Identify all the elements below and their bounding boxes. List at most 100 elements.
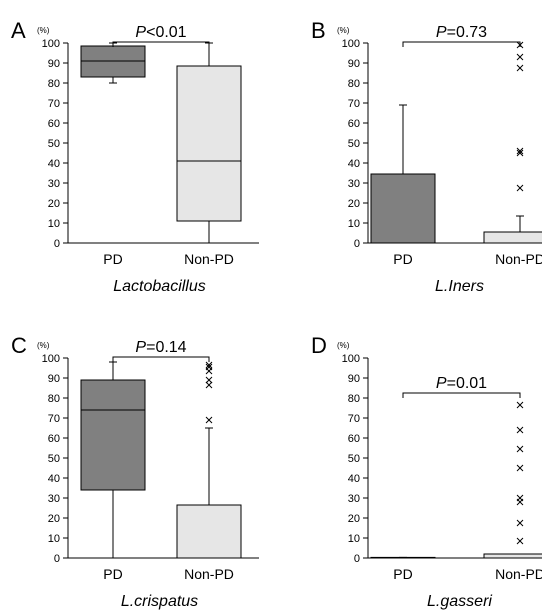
panel-letter: D [311,333,327,358]
y-tick-label: 40 [48,473,60,485]
outlier-marker [516,426,524,434]
y-tick-label: 100 [342,353,360,365]
outlier-marker [516,494,524,502]
x-category-label: Non-PD [184,566,234,582]
y-tick-label: 70 [348,413,360,425]
panel-title: L.Iners [435,278,484,295]
outlier-marker [205,381,213,389]
y-unit-label: (%) [337,26,350,35]
panel-title: L.gasseri [427,593,492,610]
significance-bracket [402,392,521,398]
y-tick-label: 50 [48,138,60,150]
iqr-box [176,65,242,222]
y-tick-label: 30 [48,178,60,190]
x-category-label: Non-PD [184,251,234,267]
box-pd [370,104,436,244]
y-tick-label: 40 [348,473,360,485]
outlier-marker [516,401,524,409]
p-value-label: P=0.01 [436,375,487,392]
outlier-marker [516,445,524,453]
y-tick-label: 0 [354,553,360,565]
y-tick-label: 10 [348,218,360,230]
y-tick-label: 100 [42,353,60,365]
y-unit-label: (%) [337,341,350,350]
y-tick-label: 40 [348,158,360,170]
panel-a: A (%) 0 10 20 30 40 50 60 70 80 90 100 PD Non-PD Lactob… [11,18,259,295]
box-pd [80,361,146,559]
y-tick-label: 80 [48,78,60,90]
x-category-label: PD [393,251,412,267]
box-non-pd [176,42,242,244]
panel-c: C (%) 0 10 20 30 40 50 60 70 80 90 100 PD Non-PD L.cris… [11,333,259,610]
iqr-box [80,379,146,491]
y-tick-label: 60 [48,433,60,445]
y-tick-label: 70 [48,413,60,425]
x-category-label: PD [103,566,122,582]
box-non-pd [176,361,242,559]
panel-letter: B [311,18,326,43]
iqr-box [370,173,436,244]
x-category-label: Non-PD [495,566,542,582]
y-tick-label: 90 [48,373,60,385]
y-tick-label: 30 [48,493,60,505]
outlier-marker [205,361,213,369]
significance-bracket [112,356,210,362]
y-tick-label: 90 [348,373,360,385]
outlier-marker [516,149,524,157]
y-tick-label: 0 [54,553,60,565]
y-unit-label: (%) [37,26,50,35]
y-tick-label: 20 [348,513,360,525]
outlier-marker [516,147,524,155]
y-tick-label: 80 [48,393,60,405]
y-tick-label: 60 [348,118,360,130]
p-value-label: P<0.01 [135,24,186,41]
panel-letter: C [11,333,27,358]
y-tick-label: 60 [348,433,360,445]
y-tick-label: 70 [348,98,360,110]
y-tick-label: 0 [354,238,360,250]
y-tick-label: 100 [42,38,60,50]
y-tick-label: 90 [348,58,360,70]
y-tick-label: 70 [48,98,60,110]
y-tick-label: 10 [48,533,60,545]
box-non-pd [483,401,542,559]
box-pd [370,556,436,559]
y-tick-label: 60 [48,118,60,130]
panel-b: B (%) 0 10 20 30 40 50 60 70 80 90 100 PD Non-PD L.Iner… [311,18,542,295]
y-tick-label: 10 [348,533,360,545]
y-tick-label: 50 [348,138,360,150]
significance-bracket [402,41,521,47]
y-tick-label: 80 [348,393,360,405]
y-tick-label: 90 [48,58,60,70]
y-unit-label: (%) [37,341,50,350]
box-non-pd [483,41,542,244]
panel-letter: A [11,18,26,43]
x-category-label: Non-PD [495,251,542,267]
outlier-marker [516,519,524,527]
outlier-marker [205,416,213,424]
outlier-marker [516,537,524,545]
panel-d: D (%) 0 10 20 30 40 50 60 70 80 90 100 PD Non-PDL.gass… [311,333,542,610]
y-tick-label: 20 [348,198,360,210]
y-tick-label: 40 [48,158,60,170]
y-tick-label: 0 [54,238,60,250]
y-tick-label: 50 [48,453,60,465]
x-category-label: PD [393,566,412,582]
outlier-marker [516,184,524,192]
significance-bracket [112,41,210,47]
outlier-marker [516,53,524,61]
y-tick-label: 50 [348,453,360,465]
outlier-marker [516,64,524,72]
iqr-box [483,553,542,559]
y-tick-label: 80 [348,78,360,90]
panel-title: Lactobacillus [113,278,206,295]
y-tick-label: 100 [342,38,360,50]
iqr-box [176,504,242,559]
y-tick-label: 30 [348,493,360,505]
p-value-label: P=0.73 [436,24,487,41]
y-tick-label: 20 [48,513,60,525]
iqr-box [483,231,542,244]
outlier-marker [205,363,213,371]
x-category-label: PD [103,251,122,267]
